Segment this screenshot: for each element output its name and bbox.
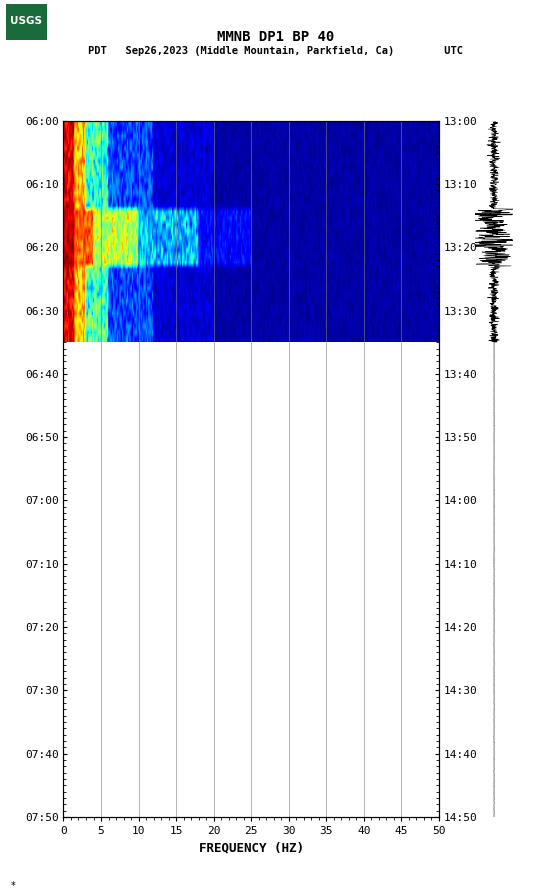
- X-axis label: FREQUENCY (HZ): FREQUENCY (HZ): [199, 842, 304, 855]
- Text: *: *: [11, 880, 16, 890]
- Text: MMNB DP1 BP 40: MMNB DP1 BP 40: [217, 29, 335, 44]
- Text: USGS: USGS: [10, 15, 42, 26]
- Text: PDT   Sep26,2023 (Middle Mountain, Parkfield, Ca)        UTC: PDT Sep26,2023 (Middle Mountain, Parkfie…: [88, 46, 464, 56]
